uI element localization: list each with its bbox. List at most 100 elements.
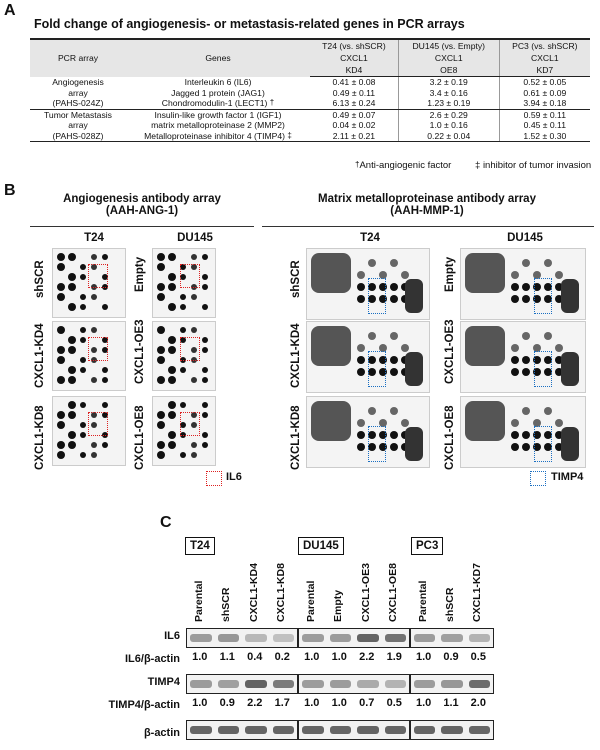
il6-ratio-value: 0.4 bbox=[247, 651, 263, 663]
mmp-du145-row-empty: Empty bbox=[444, 256, 456, 292]
wb-row-timp4-ratio: TIMP4/β-actin bbox=[108, 699, 181, 711]
header-t24-sub1: CXCL1 bbox=[310, 52, 399, 64]
band bbox=[441, 726, 463, 734]
blot-spot bbox=[368, 368, 376, 376]
blot-spot bbox=[357, 419, 365, 427]
band bbox=[414, 680, 436, 688]
value-du145: 1.23 ± 0.19 bbox=[397, 98, 500, 110]
blot-spot bbox=[357, 356, 365, 364]
blot-spot bbox=[68, 366, 76, 374]
il6-ratio-value: 1.0 bbox=[304, 651, 320, 663]
blot-spot bbox=[180, 304, 186, 310]
blot-spot bbox=[368, 431, 376, 439]
timp4-highlight bbox=[368, 351, 386, 387]
blot-spot bbox=[191, 442, 197, 448]
blot-spot bbox=[202, 274, 208, 280]
blot-spot bbox=[368, 283, 376, 291]
blot-spot bbox=[80, 367, 86, 373]
ang-du145-row-empty: Empty bbox=[134, 256, 146, 292]
lane-label: Parental bbox=[304, 580, 317, 622]
blot-spot bbox=[157, 451, 165, 459]
timp4-highlight bbox=[368, 426, 386, 462]
wb-row-il6-ratio: IL6/β-actin bbox=[125, 653, 180, 665]
gene-name: Insulin-like growth factor 1 (IGF1) bbox=[154, 109, 282, 120]
blot-spot bbox=[80, 294, 86, 300]
actin-strip bbox=[298, 720, 410, 740]
il6-strip bbox=[298, 628, 410, 648]
blot-spot bbox=[80, 357, 86, 363]
blot-spot bbox=[102, 402, 108, 408]
blot-spot bbox=[465, 401, 505, 441]
band bbox=[468, 726, 490, 734]
blot-spot bbox=[544, 443, 552, 451]
band bbox=[329, 680, 351, 688]
band bbox=[357, 726, 379, 734]
band bbox=[245, 680, 267, 688]
blot-spot bbox=[522, 368, 530, 376]
mmp-du145-label: DU145 bbox=[507, 232, 543, 244]
blot-spot bbox=[102, 347, 108, 353]
blot-spot bbox=[57, 253, 65, 261]
blot-spot bbox=[357, 344, 365, 352]
blot-spot bbox=[533, 443, 541, 451]
blot-spot bbox=[57, 441, 65, 449]
gene-name-cell: Metalloproteinase inhibitor 4 (TIMP4) ‡ bbox=[126, 130, 310, 142]
blot-spot bbox=[168, 283, 176, 291]
value-t24: 0.49 ± 0.07 bbox=[332, 109, 376, 120]
band bbox=[357, 634, 379, 642]
blot-spot bbox=[180, 422, 186, 428]
header-t24-sub2: KD4 bbox=[310, 64, 399, 77]
blot-spot bbox=[202, 304, 208, 310]
timp4-ratio-value: 2.0 bbox=[470, 697, 486, 709]
blot-spot bbox=[91, 422, 97, 428]
blot-spot bbox=[533, 356, 541, 364]
blot-spot bbox=[202, 377, 208, 383]
gene-name: Chondromodulin-1 (LECT1) bbox=[161, 98, 268, 108]
blot-spot bbox=[401, 344, 409, 352]
mmp-du145-row-oe8: CXCL1-OE8 bbox=[444, 405, 456, 470]
blot-spot bbox=[311, 326, 351, 366]
ang-t24-row-kd4: CXCL1-KD4 bbox=[34, 323, 46, 388]
timp4-highlight bbox=[534, 278, 552, 314]
footnote-double-dagger-text: inhibitor of tumor invasion bbox=[482, 160, 592, 171]
angiogenesis-divider bbox=[30, 226, 254, 227]
blot-spot bbox=[522, 332, 530, 340]
blot-spot bbox=[80, 422, 86, 428]
band bbox=[302, 680, 324, 688]
lane-label: CXCL1-OE8 bbox=[387, 563, 400, 622]
blot-spot bbox=[368, 356, 376, 364]
blot-spot bbox=[357, 443, 365, 451]
blot-spot bbox=[202, 432, 208, 438]
blot-spot bbox=[157, 411, 165, 419]
timp4-highlight bbox=[534, 351, 552, 387]
band bbox=[272, 634, 294, 642]
band bbox=[441, 680, 463, 688]
lane-label: Empty bbox=[332, 589, 345, 622]
value-t24: 0.49 ± 0.11 bbox=[332, 87, 376, 98]
blot-spot bbox=[368, 295, 376, 303]
value-du145: 0.22 ± 0.04 bbox=[397, 130, 500, 142]
blot-spot bbox=[522, 407, 530, 415]
il6-legend-box bbox=[206, 471, 222, 486]
mmp-du145-blot bbox=[460, 248, 586, 320]
blot-spot bbox=[191, 422, 197, 428]
blot-spot bbox=[522, 283, 530, 291]
band bbox=[302, 634, 324, 642]
mmp-array-code: (AAH-MMP-1) bbox=[390, 205, 464, 217]
blot-spot bbox=[57, 263, 65, 271]
blot-spot bbox=[533, 431, 541, 439]
blot-spot bbox=[390, 295, 398, 303]
blot-spot bbox=[379, 443, 387, 451]
panel-b-letter: B bbox=[4, 182, 16, 199]
table-row: array Jagged 1 protein (JAG1) 0.49 ± 0.1… bbox=[30, 87, 590, 98]
ang-t24-blot bbox=[52, 396, 126, 466]
blot-spot bbox=[379, 295, 387, 303]
footnote-inhibitor: ‡ inhibitor of tumor invasion bbox=[475, 160, 591, 171]
mmp-array-title: Matrix metalloproteinase antibody array … bbox=[262, 193, 592, 217]
band bbox=[441, 634, 463, 642]
value-t24: 0.04 ± 0.02 bbox=[332, 120, 376, 130]
dagger-mark: † bbox=[269, 98, 275, 107]
blot-spot bbox=[390, 431, 398, 439]
blot-spot bbox=[544, 283, 552, 291]
blot-spot bbox=[202, 412, 208, 418]
